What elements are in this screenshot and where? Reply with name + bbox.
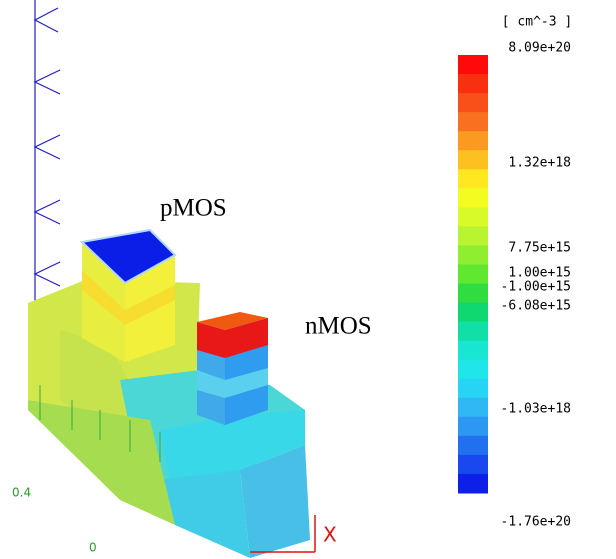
colorbar-band xyxy=(458,245,488,265)
colorbar-label: 7.75e+15 xyxy=(508,241,571,256)
colorbar-band xyxy=(458,112,488,132)
colorbar-band xyxy=(458,226,488,246)
colorbar-label: 8.09e+20 xyxy=(508,41,571,56)
colorbar-band xyxy=(458,55,488,75)
colorbar-label: 1.00e+15 xyxy=(508,266,571,281)
block-side xyxy=(160,470,250,558)
page: {"legend": {"unit": "[ cm^-3 ]", "labels… xyxy=(0,0,616,559)
colorbar-band xyxy=(458,188,488,208)
colorbar-band xyxy=(458,360,488,380)
colorbar-band xyxy=(458,74,488,94)
colorbar-band xyxy=(458,169,488,189)
colorbar-band xyxy=(458,207,488,227)
colorbar-band xyxy=(458,436,488,456)
axis-origin-label: 0 xyxy=(89,541,97,555)
colorbar-band xyxy=(458,93,488,113)
colorbar-label: -1.00e+15 xyxy=(501,280,571,295)
device-view: pMOS nMOS 0.4 0 X [ cm^-3 ] 8.09e+20 1.32… xyxy=(0,0,616,559)
colorbar-band xyxy=(458,303,488,323)
pmos-label: pMOS xyxy=(160,195,227,222)
x-axis-label: X xyxy=(323,523,337,547)
colorbar-label: 1.32e+18 xyxy=(508,156,571,171)
colorbar-band xyxy=(458,474,488,494)
colorbar-band xyxy=(458,417,488,437)
colorbar-band xyxy=(458,379,488,399)
colorbar-band xyxy=(458,284,488,304)
axis-tick-label: 0.4 xyxy=(12,486,31,500)
colorbar-band xyxy=(458,150,488,170)
colorbar-band xyxy=(458,455,488,475)
colorbar-unit: [ cm^-3 ] xyxy=(502,15,572,30)
nmos-label: nMOS xyxy=(305,313,372,340)
colorbar-band xyxy=(458,264,488,284)
colorbar-band xyxy=(458,131,488,151)
colorbar-band xyxy=(458,341,488,361)
colorbar-label: -6.08e+15 xyxy=(501,299,571,314)
colorbar-label: -1.03e+18 xyxy=(501,402,571,417)
colorbar-label: -1.76e+20 xyxy=(501,515,571,530)
colorbar-band xyxy=(458,398,488,418)
colorbar-band xyxy=(458,322,488,342)
colorbar: 8.09e+20 1.32e+18 7.75e+15 1.00e+15-1.00e+1… xyxy=(458,41,571,530)
